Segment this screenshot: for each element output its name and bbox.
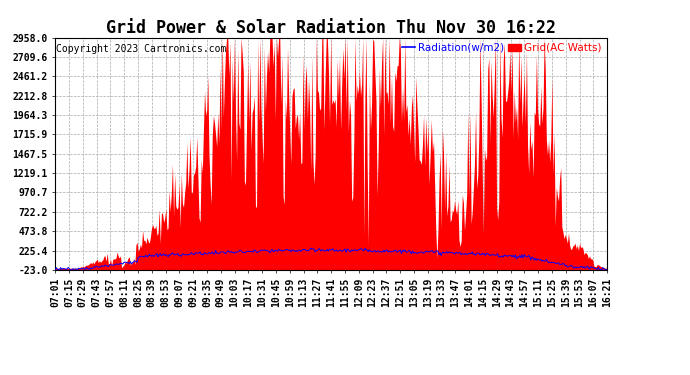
Text: Copyright 2023 Cartronics.com: Copyright 2023 Cartronics.com [57,45,227,54]
Title: Grid Power & Solar Radiation Thu Nov 30 16:22: Grid Power & Solar Radiation Thu Nov 30 … [106,20,556,38]
Legend: Radiation(w/m2), Grid(AC Watts): Radiation(w/m2), Grid(AC Watts) [402,43,602,53]
